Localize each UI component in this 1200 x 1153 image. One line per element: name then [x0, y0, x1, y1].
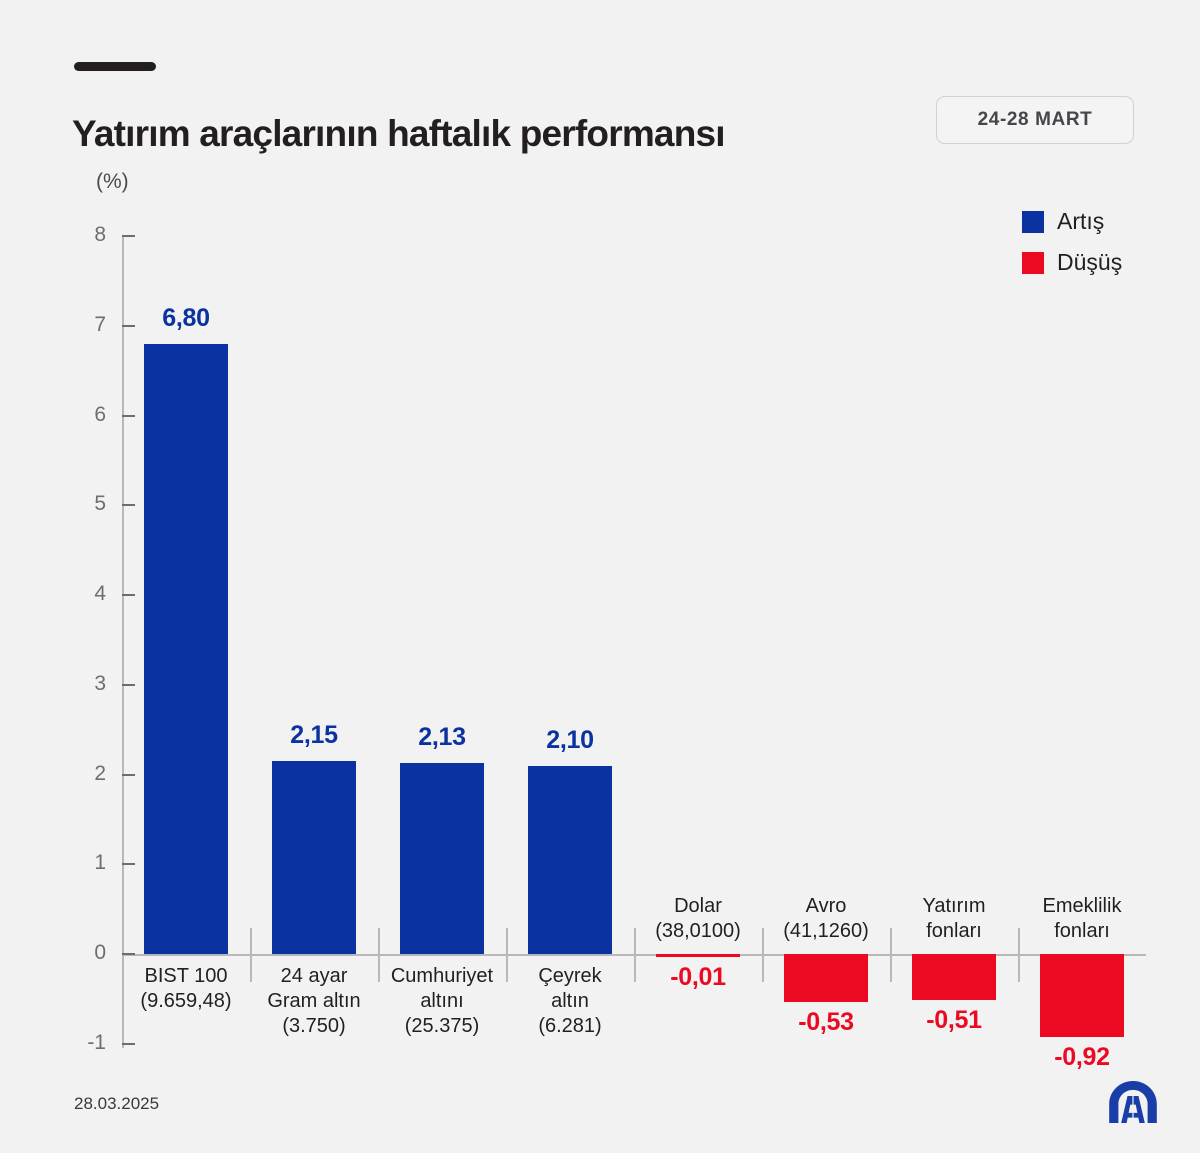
category-label-line: altın	[551, 990, 589, 1012]
y-axis-tick	[122, 235, 135, 237]
bar-value-label: 2,15	[290, 721, 338, 750]
y-axis-tick-label: 6	[94, 402, 106, 426]
category-label-line: (41,1260)	[783, 920, 869, 942]
category-label-line: Avro	[805, 895, 847, 917]
y-axis-tick	[122, 594, 135, 596]
bar-neg[interactable]	[912, 954, 996, 1000]
bar-neg[interactable]	[1040, 954, 1124, 1037]
legend-label-increase: Artış	[1057, 208, 1105, 234]
category-label-line: BIST 100	[144, 965, 228, 987]
x-axis-category-label: BIST 100 (9.659,48)	[106, 964, 266, 1014]
y-axis-tick-label: 3	[94, 671, 106, 695]
category-label-line: Cumhuriyet	[390, 965, 494, 987]
category-label-line: Yatırım	[922, 895, 986, 917]
y-axis-tick-label: 8	[94, 223, 106, 246]
bar-value-label: -0,92	[1054, 1042, 1110, 1071]
y-axis-tick	[122, 504, 135, 507]
y-axis-tick	[122, 414, 135, 417]
y-axis-tick-label: 5	[94, 492, 106, 516]
y-axis-tick	[122, 953, 135, 955]
bar-value-label: 2,10	[546, 725, 594, 754]
page-title: Yatırım araçlarının haftalık performansı	[72, 112, 726, 154]
category-label-line: Emeklilik	[1042, 895, 1122, 917]
bar-value-label: 6,80	[162, 303, 210, 332]
aa-logo	[1109, 1081, 1157, 1123]
y-axis-tick-label: 2	[94, 761, 106, 785]
bar-neg[interactable]	[656, 954, 740, 957]
y-axis-tick-label: 1	[94, 851, 106, 875]
x-axis-tick	[378, 928, 380, 982]
category-label-line: (3.750)	[282, 1015, 346, 1037]
bar-pos[interactable]	[400, 762, 484, 954]
bar-value-label: -0,53	[798, 1007, 854, 1036]
x-axis-tick	[506, 928, 508, 982]
category-label-line: altını	[420, 990, 464, 1012]
date-range-badge: 24-28 MART	[936, 96, 1134, 144]
y-axis-tick	[122, 324, 135, 327]
x-axis-category-label: Çeyrek altın (6.281)	[490, 964, 650, 1039]
x-axis-tick	[890, 928, 892, 982]
bar-pos[interactable]	[272, 761, 356, 954]
y-axis-tick	[122, 1042, 135, 1045]
y-axis-unit-label: (%)	[96, 170, 129, 193]
header-accent-bar	[74, 62, 156, 71]
x-axis-category-label: Avro (41,1260)	[746, 894, 906, 944]
category-label-line: Dolar	[674, 895, 722, 917]
bar-value-label: -0,51	[926, 1005, 982, 1034]
x-axis-tick	[1018, 928, 1020, 982]
category-label-line: 24 ayar	[280, 965, 348, 987]
bar-pos[interactable]	[144, 343, 228, 954]
category-label-line: (38,0100)	[655, 920, 741, 942]
y-axis-tick	[122, 773, 135, 776]
category-label-line: fonları	[1054, 920, 1110, 942]
y-axis-tick-label: -1	[87, 1030, 106, 1054]
legend-swatch-decrease	[1022, 251, 1044, 274]
category-label-line: (6.281)	[538, 1015, 602, 1037]
y-axis-line	[122, 236, 124, 1048]
x-axis-category-label: 24 ayar Gram altın (3.750)	[234, 964, 394, 1039]
legend-swatch-increase	[1022, 210, 1044, 233]
bar-value-label: -0,01	[670, 963, 726, 991]
bar-value-label: 2,13	[418, 722, 466, 751]
y-axis-tick	[122, 863, 135, 866]
category-label-line: Gram altın	[267, 990, 361, 1012]
y-axis-tick	[122, 683, 135, 686]
y-axis-tick-label: 0	[94, 941, 106, 964]
footer-date: 28.03.2025	[74, 1094, 160, 1113]
bar-pos[interactable]	[528, 765, 612, 954]
category-label-line: (9.659,48)	[140, 990, 232, 1012]
legend-item-dusus: Düşüş	[1022, 249, 1122, 276]
category-label-line: fonları	[926, 920, 982, 942]
bar-neg[interactable]	[784, 954, 868, 1002]
category-label-line: Çeyrek	[538, 965, 602, 987]
x-axis-tick	[250, 928, 252, 982]
x-axis-category-label: Emeklilik fonları	[1002, 894, 1162, 944]
chart-legend: Artış Düşüş	[1022, 208, 1122, 276]
category-label-line: (25.375)	[404, 1015, 480, 1037]
x-axis-category-label: Yatırım fonları	[874, 894, 1034, 944]
y-axis-tick-label: 4	[94, 582, 106, 605]
x-axis-category-label: Dolar (38,0100)	[618, 894, 778, 944]
x-axis-tick	[634, 928, 636, 982]
y-axis-tick-label: 7	[94, 312, 106, 336]
x-axis-tick	[762, 928, 764, 982]
legend-item-artis: Artış	[1022, 208, 1122, 235]
x-axis-category-label: Cumhuriyet altını (25.375)	[362, 964, 522, 1039]
legend-label-decrease: Düşüş	[1057, 249, 1123, 275]
